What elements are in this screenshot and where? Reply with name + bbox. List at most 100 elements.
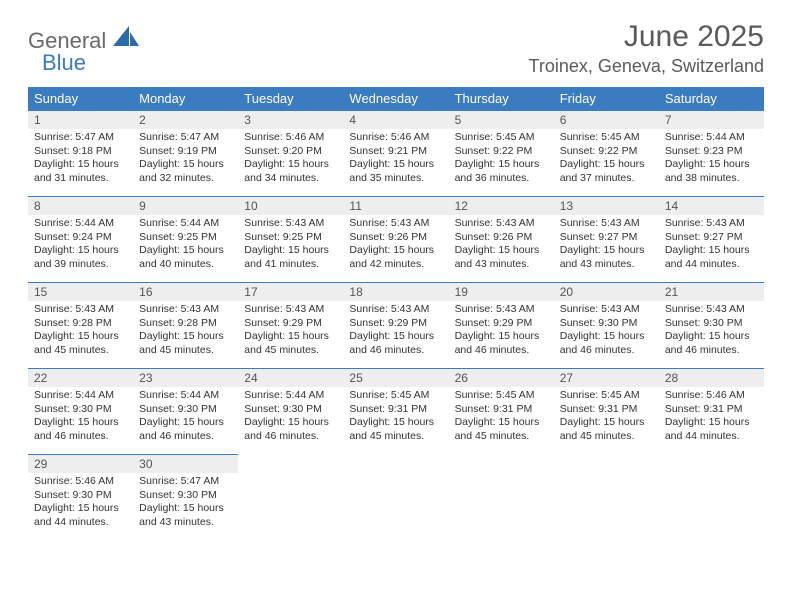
day-cell: 13Sunrise: 5:43 AMSunset: 9:27 PMDayligh… xyxy=(554,197,659,283)
day-line: Sunset: 9:31 PM xyxy=(560,403,653,417)
day-number: 24 xyxy=(238,369,343,387)
day-line: Sunset: 9:27 PM xyxy=(560,231,653,245)
day-line: Sunrise: 5:45 AM xyxy=(560,131,653,145)
day-line: Sunrise: 5:43 AM xyxy=(560,303,653,317)
day-line: Sunset: 9:21 PM xyxy=(349,145,442,159)
day-line: and 40 minutes. xyxy=(139,258,232,272)
day-number: 20 xyxy=(554,283,659,301)
day-line: Daylight: 15 hours xyxy=(34,416,127,430)
day-line: Daylight: 15 hours xyxy=(349,416,442,430)
day-cell: 3Sunrise: 5:46 AMSunset: 9:20 PMDaylight… xyxy=(238,111,343,197)
day-number: 10 xyxy=(238,197,343,215)
day-line: and 39 minutes. xyxy=(34,258,127,272)
week-row: 15Sunrise: 5:43 AMSunset: 9:28 PMDayligh… xyxy=(28,283,764,369)
day-line: Daylight: 15 hours xyxy=(349,330,442,344)
day-line: Daylight: 15 hours xyxy=(665,158,758,172)
day-line: Sunrise: 5:43 AM xyxy=(665,217,758,231)
title-block: June 2025 Troinex, Geneva, Switzerland xyxy=(529,20,764,77)
day-cell: 15Sunrise: 5:43 AMSunset: 9:28 PMDayligh… xyxy=(28,283,133,369)
day-content: Sunrise: 5:46 AMSunset: 9:30 PMDaylight:… xyxy=(28,473,133,534)
day-cell: 9Sunrise: 5:44 AMSunset: 9:25 PMDaylight… xyxy=(133,197,238,283)
day-line: and 45 minutes. xyxy=(455,430,548,444)
day-line: and 46 minutes. xyxy=(34,430,127,444)
day-content: Sunrise: 5:43 AMSunset: 9:30 PMDaylight:… xyxy=(554,301,659,362)
day-line: and 46 minutes. xyxy=(560,344,653,358)
day-line: Daylight: 15 hours xyxy=(665,244,758,258)
day-line: and 42 minutes. xyxy=(349,258,442,272)
day-line: Sunrise: 5:46 AM xyxy=(665,389,758,403)
day-line: and 44 minutes. xyxy=(665,258,758,272)
day-line: Daylight: 15 hours xyxy=(455,330,548,344)
day-cell: 6Sunrise: 5:45 AMSunset: 9:22 PMDaylight… xyxy=(554,111,659,197)
day-cell: 4Sunrise: 5:46 AMSunset: 9:21 PMDaylight… xyxy=(343,111,448,197)
day-line: Sunset: 9:23 PM xyxy=(665,145,758,159)
day-cell: 16Sunrise: 5:43 AMSunset: 9:28 PMDayligh… xyxy=(133,283,238,369)
day-content: Sunrise: 5:44 AMSunset: 9:30 PMDaylight:… xyxy=(133,387,238,448)
weekday-header: Thursday xyxy=(449,87,554,111)
day-line: and 44 minutes. xyxy=(665,430,758,444)
day-cell: 2Sunrise: 5:47 AMSunset: 9:19 PMDaylight… xyxy=(133,111,238,197)
day-content: Sunrise: 5:47 AMSunset: 9:19 PMDaylight:… xyxy=(133,129,238,190)
day-cell: 26Sunrise: 5:45 AMSunset: 9:31 PMDayligh… xyxy=(449,369,554,455)
day-line: Daylight: 15 hours xyxy=(560,330,653,344)
day-line: and 36 minutes. xyxy=(455,172,548,186)
day-line: Daylight: 15 hours xyxy=(455,244,548,258)
day-cell: 30Sunrise: 5:47 AMSunset: 9:30 PMDayligh… xyxy=(133,455,238,541)
day-number: 1 xyxy=(28,111,133,129)
day-cell: 12Sunrise: 5:43 AMSunset: 9:26 PMDayligh… xyxy=(449,197,554,283)
day-line: Sunrise: 5:46 AM xyxy=(34,475,127,489)
day-content: Sunrise: 5:43 AMSunset: 9:25 PMDaylight:… xyxy=(238,215,343,276)
day-line: Sunset: 9:31 PM xyxy=(455,403,548,417)
day-content: Sunrise: 5:45 AMSunset: 9:31 PMDaylight:… xyxy=(449,387,554,448)
day-line: and 45 minutes. xyxy=(244,344,337,358)
day-cell: 10Sunrise: 5:43 AMSunset: 9:25 PMDayligh… xyxy=(238,197,343,283)
day-number: 9 xyxy=(133,197,238,215)
day-line: Sunset: 9:30 PM xyxy=(34,403,127,417)
day-content: Sunrise: 5:43 AMSunset: 9:29 PMDaylight:… xyxy=(449,301,554,362)
day-line: Daylight: 15 hours xyxy=(34,330,127,344)
day-cell: 22Sunrise: 5:44 AMSunset: 9:30 PMDayligh… xyxy=(28,369,133,455)
day-number: 12 xyxy=(449,197,554,215)
sail-icon xyxy=(113,26,139,48)
day-line: Sunset: 9:30 PM xyxy=(139,403,232,417)
day-line: Daylight: 15 hours xyxy=(244,416,337,430)
weekday-header: Tuesday xyxy=(238,87,343,111)
day-cell: 17Sunrise: 5:43 AMSunset: 9:29 PMDayligh… xyxy=(238,283,343,369)
day-line: and 34 minutes. xyxy=(244,172,337,186)
day-line: and 46 minutes. xyxy=(665,344,758,358)
day-number: 2 xyxy=(133,111,238,129)
day-line: Daylight: 15 hours xyxy=(349,244,442,258)
day-line: Daylight: 15 hours xyxy=(455,158,548,172)
day-line: Sunrise: 5:47 AM xyxy=(139,475,232,489)
day-line: and 46 minutes. xyxy=(244,430,337,444)
day-number: 7 xyxy=(659,111,764,129)
day-line: Sunrise: 5:43 AM xyxy=(560,217,653,231)
day-content: Sunrise: 5:44 AMSunset: 9:30 PMDaylight:… xyxy=(28,387,133,448)
day-content: Sunrise: 5:46 AMSunset: 9:20 PMDaylight:… xyxy=(238,129,343,190)
day-line: Sunset: 9:28 PM xyxy=(34,317,127,331)
day-line: Sunset: 9:30 PM xyxy=(560,317,653,331)
day-number: 16 xyxy=(133,283,238,301)
day-number: 30 xyxy=(133,455,238,473)
day-line: Daylight: 15 hours xyxy=(244,158,337,172)
day-line: Sunrise: 5:44 AM xyxy=(34,217,127,231)
day-line: and 43 minutes. xyxy=(139,516,232,530)
weekday-header: Wednesday xyxy=(343,87,448,111)
day-cell: 21Sunrise: 5:43 AMSunset: 9:30 PMDayligh… xyxy=(659,283,764,369)
day-line: Daylight: 15 hours xyxy=(34,502,127,516)
day-content: Sunrise: 5:44 AMSunset: 9:23 PMDaylight:… xyxy=(659,129,764,190)
day-line: Sunset: 9:28 PM xyxy=(139,317,232,331)
day-line: Sunrise: 5:44 AM xyxy=(139,389,232,403)
day-line: and 31 minutes. xyxy=(34,172,127,186)
day-cell: 27Sunrise: 5:45 AMSunset: 9:31 PMDayligh… xyxy=(554,369,659,455)
day-content: Sunrise: 5:47 AMSunset: 9:18 PMDaylight:… xyxy=(28,129,133,190)
day-line: and 46 minutes. xyxy=(349,344,442,358)
day-line: Daylight: 15 hours xyxy=(34,158,127,172)
day-content: Sunrise: 5:44 AMSunset: 9:25 PMDaylight:… xyxy=(133,215,238,276)
day-line: Sunrise: 5:46 AM xyxy=(244,131,337,145)
day-number: 26 xyxy=(449,369,554,387)
week-row: 8Sunrise: 5:44 AMSunset: 9:24 PMDaylight… xyxy=(28,197,764,283)
day-line: Sunset: 9:30 PM xyxy=(244,403,337,417)
day-line: Daylight: 15 hours xyxy=(139,158,232,172)
day-line: and 45 minutes. xyxy=(139,344,232,358)
